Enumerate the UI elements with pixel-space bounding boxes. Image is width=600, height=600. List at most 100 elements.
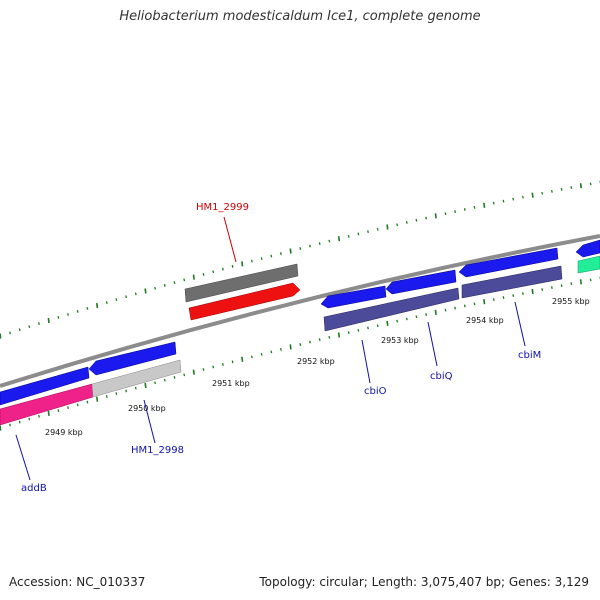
gene-label-hm1-2999[interactable]: HM1_2999 [196, 202, 249, 213]
tick-mark [415, 315, 418, 319]
gene-cbio-rev[interactable] [323, 287, 460, 332]
leader-addb [15, 434, 31, 481]
tick-mark [192, 369, 195, 375]
tick-mark [279, 347, 282, 351]
tick-mark [221, 267, 224, 271]
gene-red[interactable] [188, 282, 301, 321]
tick-mark [502, 296, 505, 299]
tick-mark [405, 221, 408, 224]
tick-mark [521, 292, 524, 295]
tick-mark [502, 199, 505, 203]
tick-mark [367, 230, 369, 234]
tick-mark [250, 259, 253, 263]
tick-mark [541, 288, 544, 291]
scale-label: 2951 kbp [212, 379, 250, 388]
tick-mark [163, 378, 166, 382]
tick-mark [589, 182, 592, 186]
tick-mark [309, 340, 311, 344]
tick-mark [531, 192, 534, 198]
tick-mark [483, 202, 486, 208]
tick-mark [454, 306, 457, 310]
outer-tick-marks [0, 180, 600, 339]
tick-mark [289, 344, 292, 350]
tick-mark [250, 355, 253, 359]
tick-mark [444, 212, 447, 216]
tick-mark [521, 195, 524, 199]
tick-mark [560, 284, 563, 288]
tick-mark [415, 218, 418, 222]
topology-summary: Topology: circular; Length: 3,075,407 bp… [259, 575, 589, 589]
tick-mark [425, 313, 428, 316]
tick-mark [38, 414, 40, 418]
tick-mark [483, 299, 486, 305]
tick-mark [76, 310, 79, 313]
gene-label-cbim[interactable]: cbiM [518, 350, 541, 361]
gene-features [0, 239, 600, 426]
tick-mark [202, 273, 205, 276]
scale-label: 2950 kbp [128, 404, 166, 413]
tick-mark [357, 328, 360, 332]
tick-mark [47, 317, 50, 324]
gene-hm1-2998[interactable] [91, 359, 182, 398]
gene-cbim[interactable] [458, 247, 559, 278]
tick-mark [454, 210, 457, 213]
tick-mark [173, 376, 176, 379]
tick-mark [434, 213, 437, 219]
tick-mark [260, 257, 263, 261]
tick-mark [183, 278, 186, 282]
gene-cbiq[interactable] [385, 269, 457, 295]
gene-cbio[interactable] [320, 285, 387, 309]
tick-mark [357, 232, 360, 236]
tick-mark [0, 333, 2, 339]
tick-mark [86, 400, 89, 404]
gene-addb[interactable] [0, 366, 90, 406]
tick-mark [270, 350, 273, 354]
gene-label-cbio[interactable]: cbiO [364, 386, 387, 397]
tick-mark [212, 270, 215, 274]
tick-mark [463, 304, 466, 308]
tick-mark [570, 186, 573, 189]
tick-mark [328, 335, 331, 339]
gene-hm1-2999[interactable] [184, 263, 299, 303]
tick-mark [337, 236, 341, 242]
tick-mark [289, 248, 292, 254]
tick-mark [86, 307, 89, 310]
gene-right-blue[interactable] [575, 239, 600, 258]
tick-mark [473, 205, 476, 209]
tick-mark [18, 328, 21, 332]
tick-mark [144, 382, 147, 389]
tick-mark [231, 360, 234, 364]
tick-mark [309, 244, 311, 248]
tick-mark [396, 223, 399, 227]
scale-label: 2952 kbp [297, 357, 335, 366]
tick-mark [163, 284, 166, 287]
leader-cbiq [427, 321, 438, 367]
gene-right-green[interactable] [577, 255, 600, 274]
tick-mark [531, 288, 534, 295]
tick-mark [76, 403, 79, 407]
tick-mark [376, 324, 379, 328]
gene-label-cbiq[interactable]: cbiQ [430, 371, 453, 382]
tick-mark [241, 356, 244, 362]
tick-mark [560, 188, 563, 191]
gene-blue-left2[interactable] [88, 341, 177, 376]
tick-mark [173, 281, 176, 285]
tick-mark [18, 420, 21, 424]
gene-cbim-rev[interactable] [461, 265, 563, 299]
tick-mark [0, 425, 2, 431]
tick-mark [154, 381, 157, 385]
scale-label: 2955 kbp [552, 297, 590, 306]
tick-mark [434, 309, 437, 315]
tick-mark [492, 298, 495, 302]
gene-label-hm1-2998[interactable]: HM1_2998 [131, 445, 184, 456]
tick-mark [57, 409, 60, 412]
tick-mark [579, 183, 582, 189]
tick-mark [183, 373, 186, 377]
tick-mark [9, 331, 11, 335]
tick-mark [134, 386, 137, 390]
tick-mark [28, 417, 31, 421]
tick-mark [492, 201, 495, 205]
scale-label: 2953 kbp [381, 336, 419, 345]
gene-label-addb[interactable]: addB [21, 483, 47, 494]
